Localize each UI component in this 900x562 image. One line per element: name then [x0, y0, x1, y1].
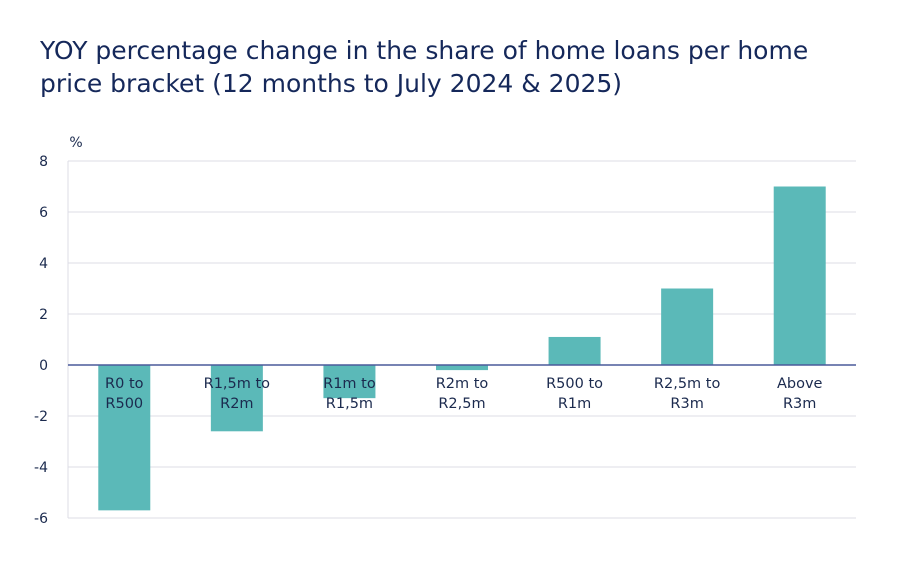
category-label: R1m to R1,5m	[323, 376, 376, 412]
category-label: R2m to R2,5m	[436, 376, 489, 412]
category-label: R500 to R1m	[546, 376, 603, 412]
gridlines	[68, 160, 856, 519]
bar	[323, 365, 376, 399]
bar	[773, 186, 826, 365]
y-tick-label: -6	[34, 511, 48, 527]
category-label: R1,5m to R2m	[204, 376, 271, 412]
bar	[98, 365, 151, 511]
y-tick-label: -4	[34, 460, 48, 476]
y-tick-label: 0	[39, 358, 48, 374]
bar	[436, 365, 488, 371]
bar	[661, 288, 714, 365]
category-label: Above R3m	[777, 376, 823, 412]
axes	[67, 161, 856, 518]
bars	[98, 186, 826, 511]
bar	[548, 336, 601, 365]
bar	[210, 365, 263, 432]
y-tick-label: -2	[34, 409, 48, 425]
labels: 8 6 4 2 0 -2 -4 -6% R0 to R500 R1,5m to R2m R1m to R1…	[34, 135, 823, 527]
y-tick-label: 2	[39, 307, 48, 323]
category-label: R2,5m to R3m	[654, 376, 721, 412]
y-tick-label: 4	[39, 256, 48, 272]
chart-title: YOY percentage change in the share of ho…	[40, 36, 809, 98]
y-tick-label: 8	[39, 154, 48, 170]
y-axis-label: %	[69, 135, 82, 151]
y-tick-label: 6	[39, 205, 48, 221]
category-label: R0 to R500	[105, 376, 144, 412]
